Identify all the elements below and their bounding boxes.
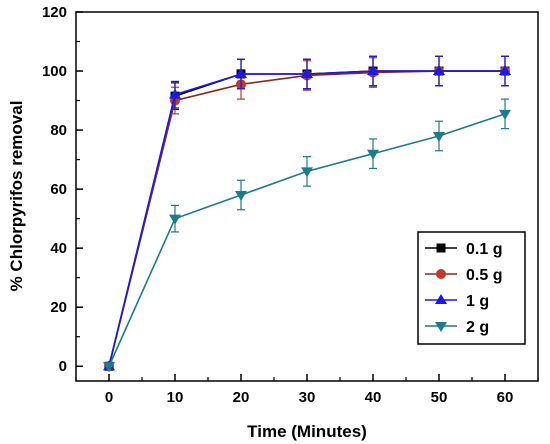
data-point <box>433 65 445 76</box>
y-tick-label: 100 <box>42 63 67 80</box>
legend-items: 0.1 g 0.5 g 1 g 2 g <box>425 241 502 336</box>
data-point <box>367 65 379 76</box>
data-point <box>235 67 247 78</box>
data-point <box>169 214 181 225</box>
data-point <box>235 191 247 202</box>
data-point <box>169 88 181 99</box>
data-point <box>301 167 313 178</box>
data-point <box>103 362 115 373</box>
legend-marker <box>435 322 447 332</box>
x-tick-label: 60 <box>497 389 514 406</box>
x-tick-label: 20 <box>233 389 250 406</box>
y-tick-label: 40 <box>50 240 67 257</box>
legend: 0.1 g 0.5 g 1 g 2 g <box>417 231 526 345</box>
y-tick-label: 80 <box>50 122 67 139</box>
x-tick-label: 10 <box>167 389 184 406</box>
legend-marker <box>436 269 446 279</box>
series-layer <box>103 55 511 373</box>
legend-label: 1 g <box>466 293 489 310</box>
x-axis-title: Time (Minutes) <box>247 422 367 441</box>
series-1-g <box>103 55 511 371</box>
y-axis-title: % Chlorpyrifos removal <box>7 101 26 292</box>
legend-marker <box>436 243 446 253</box>
x-tick-label: 30 <box>299 389 316 406</box>
y-tick-label: 60 <box>50 181 67 198</box>
y-tick-label: 20 <box>50 299 67 316</box>
legend-marker <box>435 294 447 304</box>
legend-label: 2 g <box>466 319 489 336</box>
y-tick-label: 120 <box>42 4 67 21</box>
legend-label: 0.1 g <box>466 241 502 258</box>
data-point <box>301 67 313 78</box>
data-point <box>499 65 511 76</box>
y-tick-label: 0 <box>59 358 67 375</box>
x-tick-label: 0 <box>105 389 113 406</box>
data-point <box>433 131 445 142</box>
y-axis: 0 20 40 60 80 100 120 <box>42 4 83 375</box>
x-tick-label: 50 <box>431 389 448 406</box>
x-axis: 0 10 20 30 40 50 60 <box>75 374 539 406</box>
legend-label: 0.5 g <box>466 267 502 284</box>
x-tick-label: 40 <box>365 389 382 406</box>
series-2-g <box>103 98 511 373</box>
data-point <box>367 149 379 160</box>
data-point <box>499 109 511 120</box>
